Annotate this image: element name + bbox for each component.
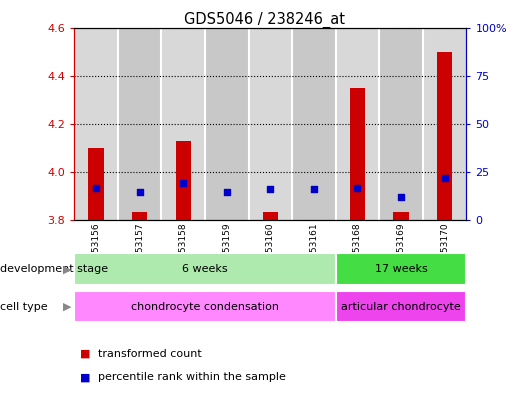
Point (179, 180, 188, 186)
Text: ▶: ▶ (63, 264, 72, 274)
Text: ■: ■ (80, 349, 90, 359)
Bar (74, 253, 335, 285)
Bar (132, 212, 147, 220)
Point (266, 185, 275, 192)
Point (353, 184, 361, 191)
Bar (335, 253, 466, 285)
Text: 6 weeks: 6 weeks (182, 264, 228, 274)
Bar (161, 28, 205, 220)
Bar (263, 212, 278, 220)
Point (135, 189, 144, 196)
Bar (379, 28, 423, 220)
Point (310, 185, 318, 192)
Text: GDS5046 / 238246_at: GDS5046 / 238246_at (184, 12, 346, 28)
Bar (437, 51, 452, 220)
Text: percentile rank within the sample: percentile rank within the sample (98, 372, 286, 382)
Bar (89, 148, 103, 220)
Bar (175, 141, 191, 220)
Text: development stage: development stage (0, 264, 108, 274)
Bar (249, 28, 292, 220)
Bar (118, 28, 161, 220)
Text: transformed count: transformed count (98, 349, 202, 359)
Point (223, 189, 231, 196)
Text: ▶: ▶ (63, 301, 72, 312)
Bar (350, 88, 365, 220)
Bar (335, 28, 379, 220)
Text: ■: ■ (80, 372, 90, 382)
Bar (423, 28, 466, 220)
Text: articular chondrocyte: articular chondrocyte (341, 301, 461, 312)
Bar (205, 28, 249, 220)
Bar (335, 291, 466, 322)
Bar (292, 28, 335, 220)
Point (440, 175, 449, 181)
Bar (74, 291, 335, 322)
Text: cell type: cell type (0, 301, 48, 312)
Bar (74, 28, 118, 220)
Bar (393, 212, 409, 220)
Point (92, 184, 100, 191)
Text: chondrocyte condensation: chondrocyte condensation (131, 301, 279, 312)
Text: 17 weeks: 17 weeks (375, 264, 427, 274)
Point (397, 194, 405, 200)
